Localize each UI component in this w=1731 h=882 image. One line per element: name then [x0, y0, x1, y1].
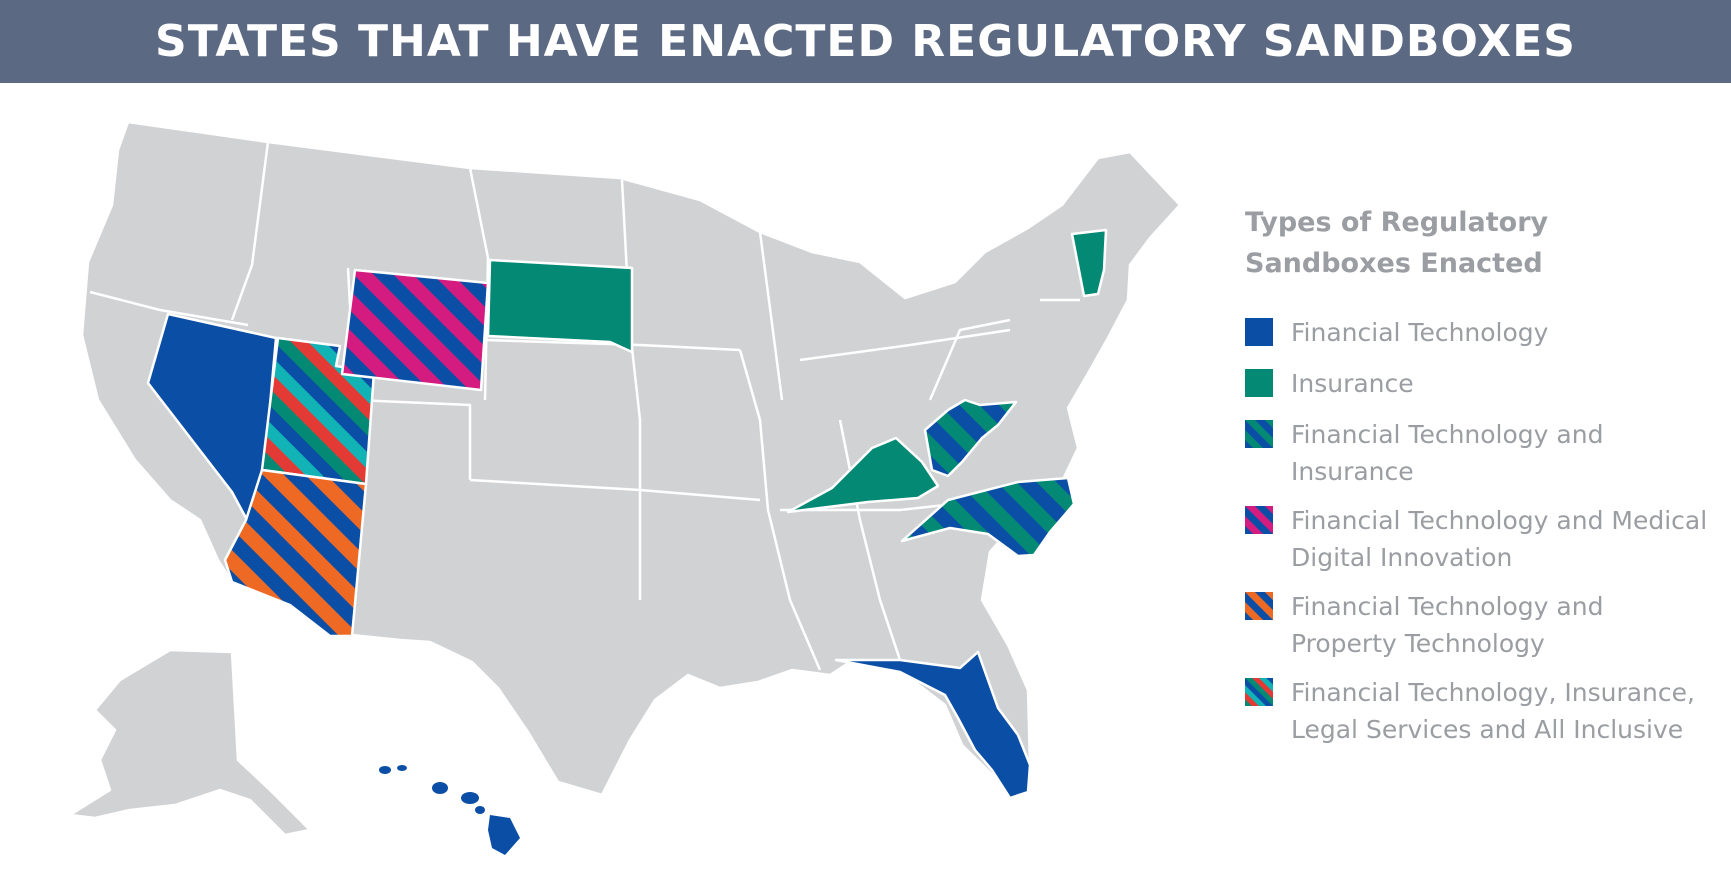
- state-kentucky: [786, 436, 940, 514]
- state-vermont: [1070, 228, 1108, 298]
- legend-item: Financial Technology: [1245, 314, 1715, 351]
- legend-label: Financial Technology and Medical Digital…: [1291, 506, 1708, 572]
- legend-swatch-fintech-insurance: [1245, 420, 1273, 448]
- legend-item: Financial Technology and Insurance: [1245, 416, 1715, 490]
- legend-label: Financial Technology, Insurance, Legal S…: [1291, 678, 1695, 744]
- alaska-shape: [68, 648, 312, 837]
- legend: Types of Regulatory Sandboxes Enacted Fi…: [1245, 202, 1715, 760]
- legend-item: Financial Technology and Property Techno…: [1245, 588, 1715, 662]
- legend-swatch-fintech-property: [1245, 592, 1273, 620]
- us-map: [68, 120, 1182, 855]
- legend-swatch-financial-technology: [1245, 318, 1273, 346]
- legend-title: Types of Regulatory Sandboxes Enacted: [1245, 207, 1549, 279]
- state-hawaii: [379, 765, 520, 855]
- legend-swatch-fintech-medical: [1245, 506, 1273, 534]
- state-south-dakota: [486, 258, 634, 354]
- legend-list: Financial Technology Insurance Financial…: [1245, 314, 1715, 748]
- state-arizona: [223, 468, 368, 638]
- state-west-virginia: [923, 398, 1018, 478]
- legend-swatch-insurance: [1245, 369, 1273, 397]
- legend-label: Financial Technology and Insurance: [1291, 420, 1604, 486]
- legend-item: Financial Technology, Insurance, Legal S…: [1245, 674, 1715, 748]
- page-title: STATES THAT HAVE ENACTED REGULATORY SAND…: [155, 16, 1576, 67]
- legend-label: Financial Technology: [1291, 318, 1549, 347]
- state-florida: [834, 650, 1032, 800]
- legend-item: Insurance: [1245, 365, 1715, 402]
- state-wyoming: [340, 268, 490, 392]
- legend-label: Insurance: [1291, 369, 1414, 398]
- legend-label: Financial Technology and Property Techno…: [1291, 592, 1604, 658]
- legend-item: Financial Technology and Medical Digital…: [1245, 502, 1715, 576]
- state-north-carolina: [900, 476, 1076, 558]
- title-banner: STATES THAT HAVE ENACTED REGULATORY SAND…: [0, 0, 1731, 83]
- legend-swatch-all-inclusive: [1245, 678, 1273, 706]
